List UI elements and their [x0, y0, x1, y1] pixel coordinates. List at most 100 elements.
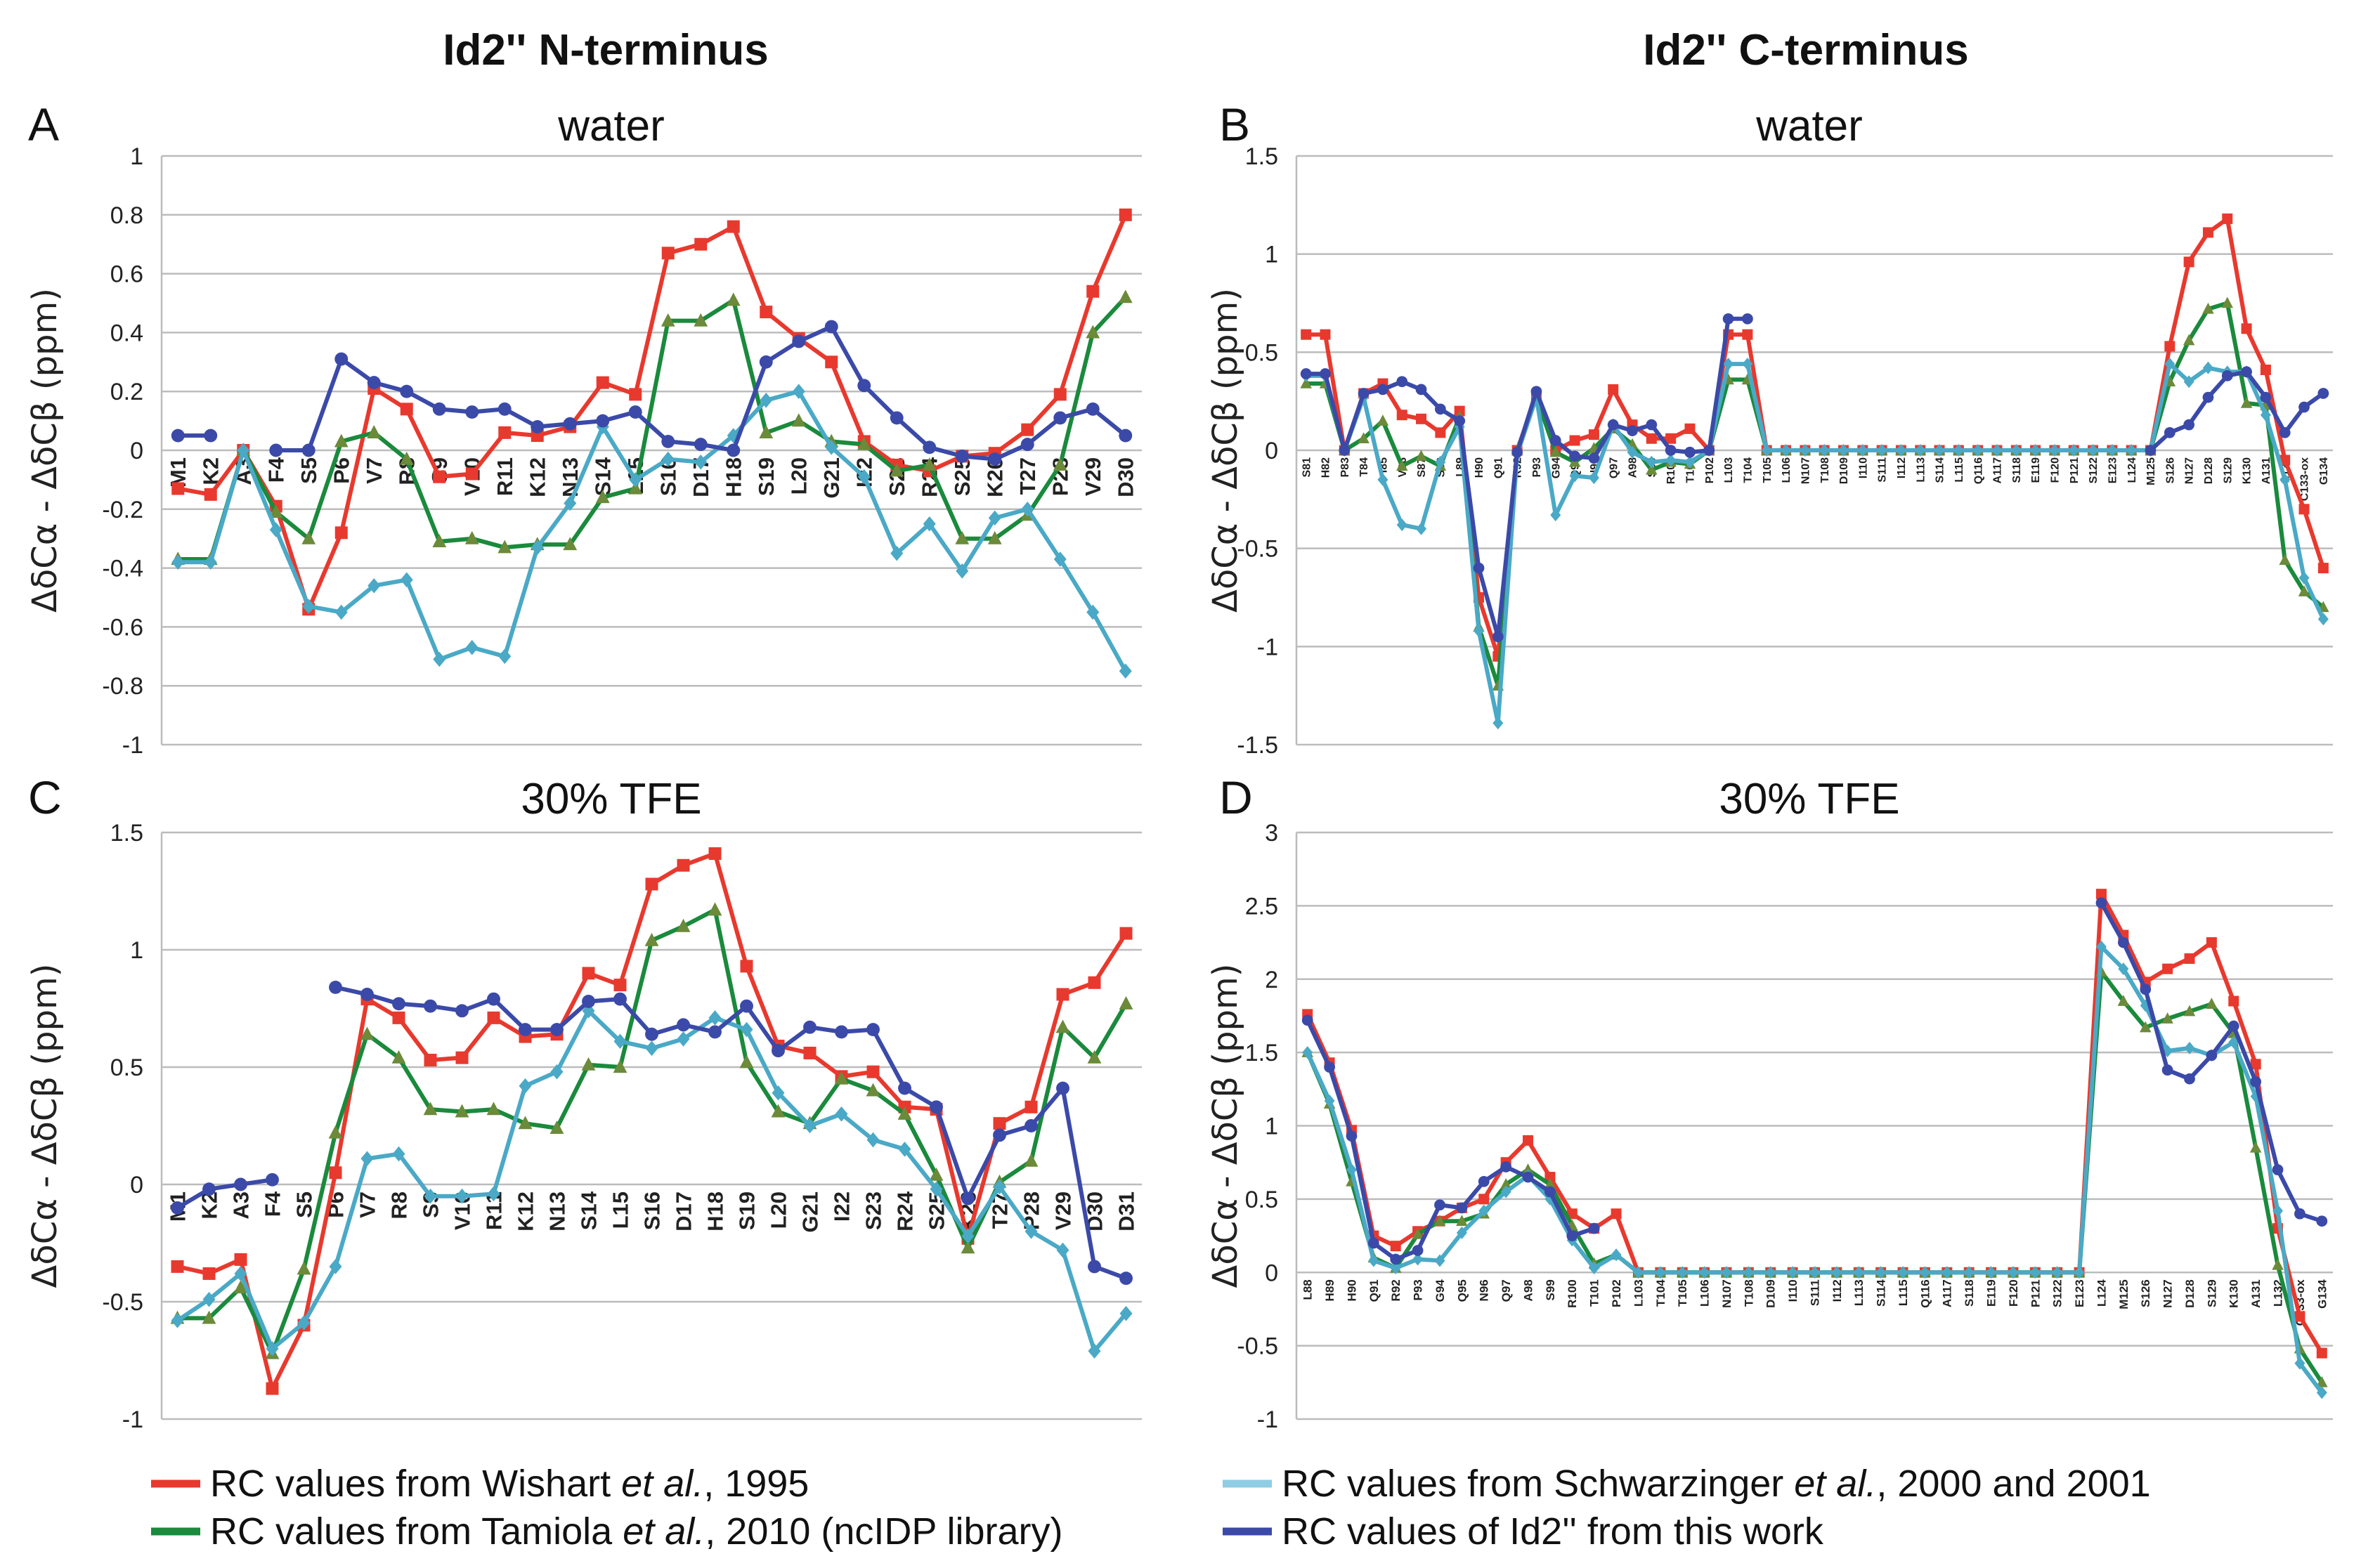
data-point	[1390, 1253, 1402, 1265]
x-tick-label: R24	[892, 1191, 917, 1231]
x-tick-label: I22	[829, 1191, 854, 1222]
x-tick-label: S122	[2051, 1279, 2064, 1307]
data-point	[890, 411, 904, 425]
data-point	[549, 1121, 564, 1134]
data-point	[1742, 313, 1753, 325]
data-point	[1454, 415, 1466, 426]
data-point	[400, 403, 413, 416]
data-point	[1412, 1245, 1424, 1256]
data-point	[269, 522, 282, 537]
data-point	[2227, 1020, 2239, 1032]
data-point	[2088, 444, 2099, 457]
data-point	[772, 1044, 785, 1058]
data-point	[1897, 1266, 1908, 1279]
panel-letter: D	[1219, 771, 1253, 823]
data-point	[2272, 1164, 2284, 1175]
data-point	[759, 425, 774, 438]
x-tick-label: L106	[1698, 1279, 1712, 1307]
data-point	[824, 320, 838, 334]
data-point	[2183, 1005, 2196, 1017]
data-point	[2294, 1311, 2305, 1322]
data-point	[740, 960, 753, 973]
data-point	[1500, 1185, 1511, 1198]
data-point	[866, 1023, 880, 1037]
data-point	[2317, 613, 2329, 626]
data-point	[1566, 1230, 1578, 1241]
legend-label-start: RC values from Schwarzinger	[1282, 1463, 1794, 1505]
data-point	[518, 1116, 533, 1130]
x-tick-label: H89	[1323, 1279, 1336, 1301]
data-point	[1857, 444, 1868, 457]
data-point	[1853, 1266, 1864, 1279]
x-tick-label: H90	[1345, 1279, 1358, 1301]
data-point	[2049, 444, 2060, 457]
data-point	[2206, 998, 2218, 1009]
data-point	[1632, 1266, 1644, 1279]
data-point	[1434, 1199, 1445, 1211]
data-point	[2140, 984, 2152, 995]
data-point	[1324, 1061, 1335, 1073]
data-point	[2161, 1064, 2173, 1076]
x-tick-label: N107	[1720, 1279, 1734, 1308]
data-point	[329, 980, 342, 994]
data-point	[2298, 401, 2310, 413]
x-tick-label: K130	[2227, 1279, 2241, 1308]
panel-title: water	[557, 102, 665, 150]
data-point	[825, 440, 838, 455]
x-tick-label: S19	[734, 1191, 759, 1230]
data-point	[487, 1011, 500, 1024]
data-point	[1415, 384, 1427, 396]
data-point	[171, 554, 185, 570]
x-tick-label: S114	[1875, 1279, 1888, 1307]
x-tick-label: Q95	[1455, 1279, 1469, 1302]
panel-title: 30% TFE	[1719, 775, 1899, 823]
data-point	[1549, 445, 1561, 457]
data-point	[897, 1106, 912, 1120]
data-point	[2095, 940, 2107, 953]
data-point	[2298, 571, 2310, 584]
data-point	[1723, 358, 1734, 371]
data-point	[2316, 1376, 2328, 1387]
data-point	[1809, 1266, 1820, 1279]
data-point	[334, 433, 349, 447]
x-tick-label: S99	[1544, 1279, 1557, 1300]
x-tick-label: R8	[386, 1191, 411, 1220]
data-point	[1086, 325, 1100, 339]
data-point	[857, 436, 871, 450]
data-point	[1412, 1253, 1424, 1266]
data-point	[2221, 370, 2233, 381]
series-line-schwarz	[1306, 362, 2326, 726]
x-tick-label: E123	[2073, 1279, 2086, 1307]
data-point	[465, 639, 479, 655]
x-tick-label: L103	[1632, 1279, 1645, 1307]
data-point	[1530, 386, 1542, 398]
panel-letter: C	[28, 771, 62, 823]
data-point	[803, 1046, 817, 1059]
data-point	[302, 599, 316, 614]
data-point	[2241, 323, 2252, 334]
data-point	[1588, 471, 1599, 485]
data-point	[1742, 329, 1753, 340]
data-point	[2202, 391, 2214, 403]
data-point	[581, 1057, 596, 1071]
data-point	[596, 414, 610, 428]
panel-title: water	[1755, 102, 1863, 150]
y-axis-label: ΔδCα - ΔδCβ (ppm)	[25, 964, 65, 1288]
data-point	[550, 1064, 564, 1080]
data-point	[1781, 444, 1792, 457]
data-point	[1302, 1046, 1313, 1059]
x-tick-label: A131	[2249, 1279, 2263, 1308]
data-point	[2164, 358, 2175, 371]
data-point	[400, 384, 414, 398]
data-point	[202, 1267, 216, 1280]
data-point	[202, 1310, 216, 1324]
data-point	[1086, 402, 1100, 416]
x-tick-label: E119	[2030, 457, 2042, 483]
data-point	[582, 995, 595, 1008]
data-point	[1765, 1266, 1776, 1279]
x-tick-label: G21	[819, 457, 844, 499]
header-left: Id2'' N-terminus	[443, 26, 769, 74]
data-point	[613, 1033, 627, 1050]
